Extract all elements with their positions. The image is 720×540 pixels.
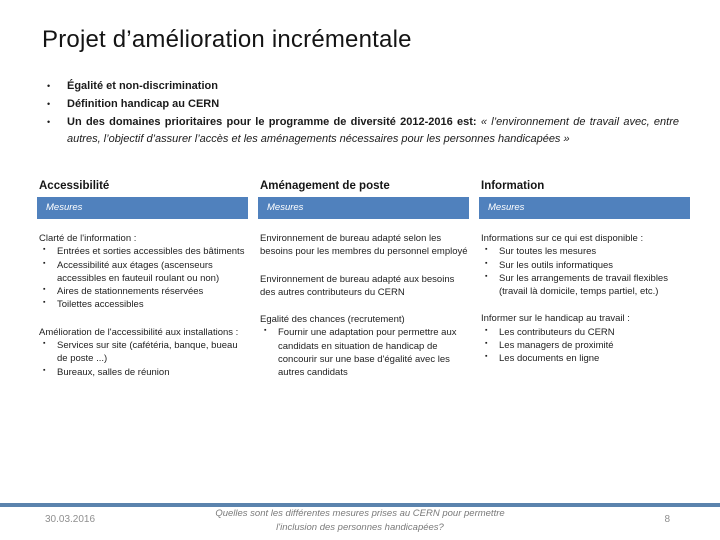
block-item-list: ▪ Entrées et sorties accessibles des bâti…	[37, 245, 248, 311]
block-item-text: Les contributeurs du CERN	[499, 326, 615, 338]
square-bullet-icon: ▪	[43, 340, 46, 348]
block-item: ▪ Bureaux, salles de réunion	[37, 366, 248, 379]
square-bullet-icon: ▪	[485, 272, 488, 280]
measure-block: Environnement de bureau adapté selon les…	[258, 232, 469, 259]
block-item-text: Sur toutes les mesures	[499, 246, 597, 258]
block-item-text: Fournir une adaptation pour permettre au…	[278, 327, 457, 379]
intro-bullet-text: Définition handicap au CERN	[67, 97, 220, 110]
square-bullet-icon: ▪	[43, 366, 46, 374]
block-intro-text: Informer sur le handicap au travail :	[481, 313, 630, 325]
block-item-text: Accessibilité aux étages (ascenseurs acc…	[57, 259, 220, 284]
square-bullet-icon: ▪	[485, 326, 488, 334]
intro-bullet-text: « l’environnement de travail avec, entre…	[67, 115, 679, 146]
block-item-list: ▪ Les contributeurs du CERN ▪ Les managers …	[479, 326, 690, 366]
measure-block: Egalité des chances (recrutement) ▪ Fourni…	[258, 313, 469, 379]
bullet-marker-icon: •	[47, 98, 51, 109]
block-item-text: Sur les arrangements de travail flexible…	[499, 272, 668, 298]
bullet-marker-icon: •	[47, 116, 51, 127]
block-item: ▪ Accessibilité aux étages (ascenseurs ac…	[37, 259, 248, 286]
block-item: ▪ Les contributeurs du CERN	[479, 326, 690, 339]
intro-bullet-text: Un des domaines prioritaires pour le pro…	[67, 115, 481, 128]
block-item-text: Les managers de proximité	[499, 340, 614, 352]
bullet-marker-icon: •	[47, 81, 51, 91]
block-item: ▪ Sur les outils informatiques	[479, 259, 690, 272]
block-item: ▪ Sur les arrangements de travail flexibl…	[479, 272, 690, 299]
footer-question: Quelles sont les différentes mesures pri…	[215, 508, 505, 533]
block-item: ▪ Sur toutes les mesures	[479, 245, 690, 258]
square-bullet-icon: ▪	[43, 299, 46, 307]
block-item-text: Aires de stationnements réservées	[57, 286, 204, 298]
column-header: Information	[481, 180, 545, 192]
slide-title: Projet d’amélioration incrémentale	[42, 26, 412, 53]
measure-block: Environnement de bureau adapté aux besoi…	[258, 273, 469, 300]
block-item: ▪ Entrées et sorties accessibles des bâti…	[37, 245, 248, 258]
measure-block: Clarté de l'information : ▪ Entrées et sor…	[37, 232, 248, 312]
block-intro-text: Informations sur ce qui est disponible :	[481, 233, 644, 244]
footer-date: 30.03.2016	[45, 514, 96, 525]
footer-divider	[0, 503, 720, 507]
block-item-text: Les documents en ligne	[499, 353, 600, 365]
block-item: ▪ Toilettes accessibles	[37, 298, 248, 311]
square-bullet-icon: ▪	[485, 340, 488, 348]
column-header: Aménagement de poste	[260, 180, 390, 192]
intro-bullet: • Égalité et non-discrimination	[45, 78, 679, 96]
block-item-text: Bureaux, salles de réunion	[57, 366, 170, 378]
block-intro-text: Environnement de bureau adapté aux besoi…	[260, 273, 455, 298]
measures-bar: Mesures	[258, 197, 469, 219]
measure-block: Informer sur le handicap au travail : ▪ Le…	[479, 312, 690, 365]
column-header: Accessibilité	[39, 180, 110, 192]
measures-columns: Accessibilité Mesures Clarté de l'informat…	[37, 180, 690, 394]
square-bullet-icon: ▪	[43, 259, 46, 267]
block-item: ▪ Fournir une adaptation pour permettre a…	[258, 326, 469, 379]
block-item: ▪ Les managers de proximité	[479, 339, 690, 352]
block-item-list: ▪ Sur toutes les mesures ▪ Sur les outils i…	[479, 245, 690, 298]
block-item-text: Sur les outils informatiques	[499, 259, 614, 271]
intro-bullet: • Un des domaines prioritaires pour le pr…	[45, 114, 679, 150]
block-intro-text: Clarté de l'information :	[39, 233, 137, 244]
square-bullet-icon: ▪	[264, 327, 267, 335]
block-item-list: ▪ Fournir une adaptation pour permettre a…	[258, 326, 469, 379]
square-bullet-icon: ▪	[485, 246, 488, 254]
block-item-text: Toilettes accessibles	[57, 299, 144, 311]
measure-column: Aménagement de poste Mesures Environnement…	[258, 180, 469, 394]
block-intro-text: Amélioration de l'accessibilité aux inst…	[39, 326, 239, 338]
measure-block: Informations sur ce qui est disponible :…	[479, 232, 690, 298]
intro-bullet-list: • Égalité et non-discrimination • Définitio…	[45, 78, 679, 149]
intro-bullet-text: Égalité et non-discrimination	[67, 80, 218, 92]
measures-bar: Mesures	[37, 197, 248, 219]
block-item: ▪ Les documents en ligne	[479, 352, 690, 365]
square-bullet-icon: ▪	[485, 259, 488, 267]
block-item-text: Services sur site (cafétéria, banque, bu…	[57, 340, 238, 365]
square-bullet-icon: ▪	[43, 286, 46, 294]
block-intro-text: Egalité des chances (recrutement)	[260, 314, 405, 326]
measures-bar: Mesures	[479, 197, 690, 219]
block-intro-text: Environnement de bureau adapté selon les…	[260, 233, 468, 258]
block-item-text: Entrées et sorties accessibles des bâtim…	[57, 246, 245, 258]
block-item: ▪ Aires de stationnements réservées	[37, 285, 248, 298]
measure-column: Accessibilité Mesures Clarté de l'informat…	[37, 180, 248, 394]
page-number: 8	[664, 514, 670, 525]
block-item-list: ▪ Services sur site (cafétéria, banque, b…	[37, 339, 248, 379]
intro-bullet: • Définition handicap au CERN	[45, 96, 679, 114]
measure-block: Amélioration de l'accessibilité aux inst…	[37, 326, 248, 379]
block-item: ▪ Services sur site (cafétéria, banque, b…	[37, 339, 248, 366]
square-bullet-icon: ▪	[485, 353, 488, 361]
square-bullet-icon: ▪	[43, 246, 46, 254]
measure-column: Information Mesures Informations sur ce qu…	[479, 180, 690, 394]
